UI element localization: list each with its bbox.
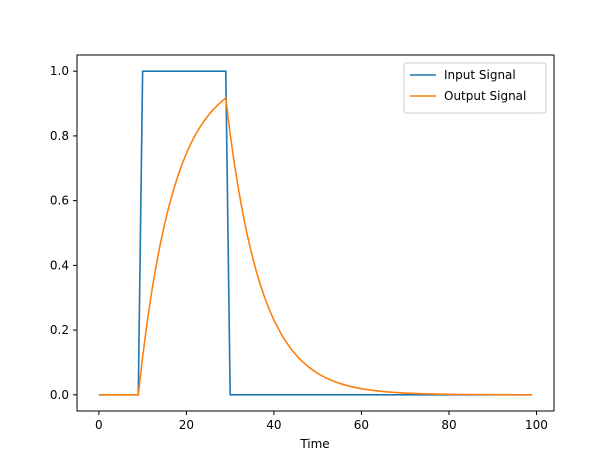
y-tick-label: 0.4 — [50, 258, 69, 272]
x-axis: 0 20 40 60 80 100 — [95, 411, 548, 432]
x-axis-label: Time — [299, 437, 329, 451]
x-tick-label: 40 — [266, 418, 281, 432]
series-line-1 — [98, 97, 533, 396]
y-axis: 0.0 0.2 0.4 0.6 0.8 1.0 — [50, 64, 77, 402]
series-line-0 — [98, 70, 533, 396]
y-tick-label: 0.6 — [50, 194, 69, 208]
x-tick-label: 0 — [95, 418, 103, 432]
plot-area-frame — [76, 54, 555, 412]
x-tick-label: 60 — [354, 418, 369, 432]
y-tick-label: 0.8 — [50, 129, 69, 143]
legend: Input Signal Output Signal — [403, 62, 547, 114]
x-tick-label: 80 — [441, 418, 456, 432]
legend-label-0: Input Signal — [444, 68, 516, 82]
x-tick-label: 100 — [525, 418, 548, 432]
legend-box — [403, 62, 547, 114]
legend-label-1: Output Signal — [444, 89, 526, 103]
y-tick-label: 1.0 — [50, 64, 69, 78]
y-tick-label: 0.2 — [50, 323, 69, 337]
y-tick-label: 0.0 — [50, 388, 69, 402]
x-tick-label: 20 — [179, 418, 194, 432]
series-layer — [98, 70, 533, 396]
